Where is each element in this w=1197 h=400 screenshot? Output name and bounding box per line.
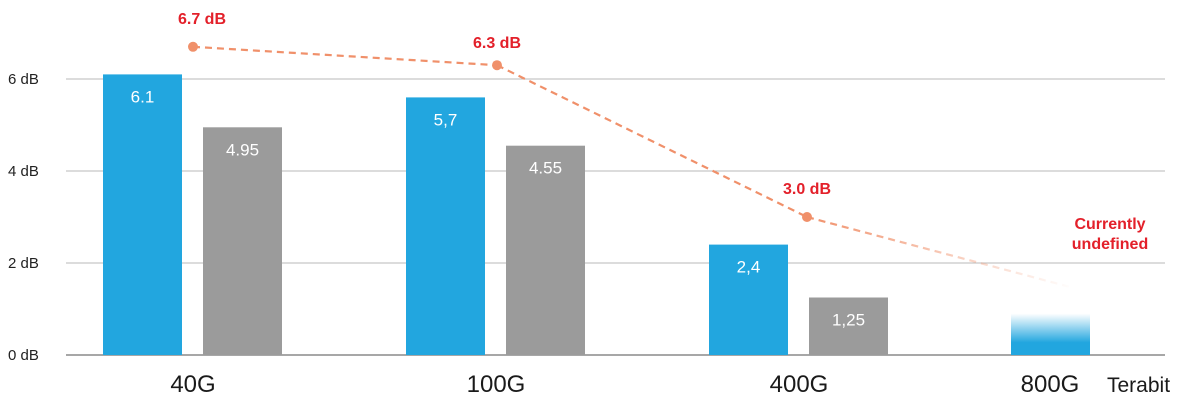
bar-value-label: 6.1 [131, 87, 155, 106]
bar [709, 244, 788, 355]
y-tick-label: 4 dB [8, 163, 39, 180]
trend-line-segment [806, 215, 1076, 290]
bar-value-label: 4.95 [226, 140, 259, 159]
trend-line [188, 41, 1076, 290]
x-tick-label: 40G [170, 371, 215, 398]
y-tick-label: 0 dB [8, 347, 39, 364]
x-axis-extra-label: Terabit [1107, 374, 1170, 397]
trend-point [492, 60, 502, 71]
bar-value-label: 2,4 [737, 258, 761, 277]
x-tick-label: 400G [770, 371, 829, 398]
bar [203, 127, 282, 355]
bar [809, 297, 888, 355]
bar [406, 97, 485, 356]
bar [506, 145, 585, 355]
bars [103, 74, 1090, 356]
trend-value-label-line: Currently [1074, 216, 1145, 233]
x-tick-label: 800G [1021, 371, 1080, 398]
trend-line-segment [496, 64, 808, 218]
trend-value-label-line: undefined [1072, 236, 1148, 253]
trend-value-label: 6.3 dB [473, 35, 521, 52]
trend-point [802, 212, 812, 222]
y-tick-label: 2 dB [8, 255, 39, 272]
trend-value-label: 3.0 dB [783, 181, 831, 198]
bar [1011, 313, 1090, 355]
trend-value-label: 6.7 dB [178, 11, 226, 28]
bar-value-label: 4.55 [529, 159, 562, 178]
bar-value-label: 1,25 [832, 311, 865, 330]
bar [103, 74, 182, 356]
x-tick-label: 100G [467, 371, 526, 398]
labels: 0 dB 2 dB 4 dB 6 dB 6.1 5,7 2,4 4.95 4.55 1,25 40G… [8, 11, 1170, 398]
trend-value-label: Currently undefined [1072, 216, 1148, 253]
trend-line-segment [192, 45, 498, 67]
trend-point [188, 41, 198, 52]
bar-value-label: 5,7 [434, 110, 458, 129]
y-tick-label: 6 dB [8, 71, 39, 88]
